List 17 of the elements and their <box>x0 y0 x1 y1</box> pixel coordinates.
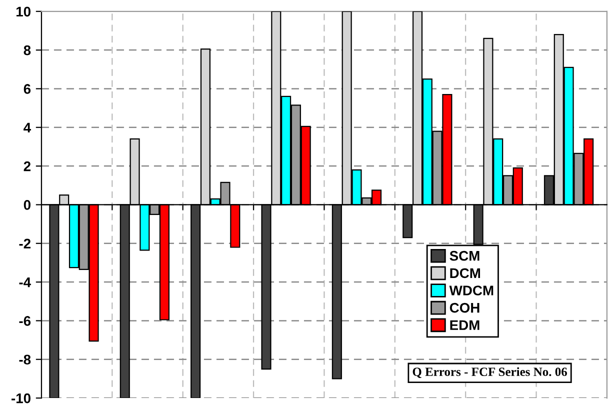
legend-label: DCM <box>450 268 480 278</box>
y-tick-label: 4 <box>24 122 31 132</box>
y-tick-label: -8 <box>19 354 31 365</box>
y-tick-label: -10 <box>12 393 30 404</box>
legend-label: SCM <box>450 250 480 261</box>
y-tick-label: -6 <box>19 316 31 326</box>
y-tick-label: 10 <box>16 6 30 17</box>
y-tick-label: -4 <box>19 278 31 288</box>
y-tick-label: 6 <box>24 84 31 94</box>
y-tick-label: 2 <box>24 161 31 172</box>
annotation: Q Errors - FCF Series No. 06 <box>412 367 567 378</box>
legend-label: COH <box>450 302 480 313</box>
y-tick-label: -2 <box>19 238 31 248</box>
y-tick-label: 8 <box>24 45 31 56</box>
legend-label: WDCM <box>449 286 494 296</box>
y-tick-label: 0 <box>24 200 30 210</box>
legend-label: EDM <box>450 320 480 330</box>
